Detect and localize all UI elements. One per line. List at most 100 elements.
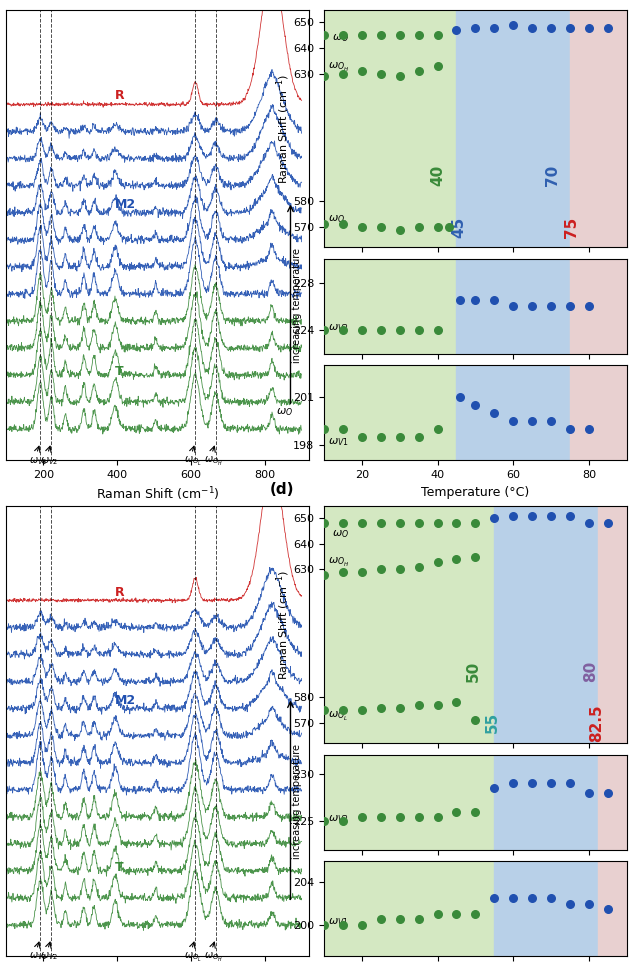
Point: [357, 219, 367, 235]
Point: [451, 906, 461, 922]
Point: [527, 413, 537, 429]
Point: [319, 516, 329, 531]
Point: [584, 298, 594, 314]
Y-axis label: Raman Shift (cm$^{-1}$): Raman Shift (cm$^{-1}$): [274, 569, 292, 680]
Point: [338, 813, 348, 829]
Text: $\omega_{V1}$: $\omega_{V1}$: [328, 917, 349, 928]
Point: [470, 713, 480, 728]
Text: $\omega_{O_H}$: $\omega_{O_H}$: [328, 61, 349, 73]
Point: [508, 508, 518, 524]
Point: [376, 516, 386, 531]
Bar: [324, 862, 494, 956]
Point: [376, 66, 386, 81]
Point: [565, 298, 575, 314]
Point: [508, 891, 518, 906]
Point: [584, 895, 594, 911]
Point: [432, 58, 442, 73]
Text: $\omega_{O_L}$: $\omega_{O_L}$: [328, 213, 348, 227]
Text: 50: 50: [466, 661, 481, 682]
Point: [455, 389, 465, 405]
Point: [319, 917, 329, 932]
Text: 80: 80: [583, 661, 598, 682]
Point: [432, 27, 442, 43]
Point: [394, 27, 404, 43]
Point: [394, 323, 404, 338]
Point: [376, 323, 386, 338]
Text: 45: 45: [451, 216, 466, 238]
Point: [584, 20, 594, 36]
Point: [319, 27, 329, 43]
Y-axis label: Intensity (a.u.): Intensity (a.u.): [0, 685, 1, 777]
Point: [489, 511, 499, 526]
Text: $\omega_{V1}$: $\omega_{V1}$: [29, 455, 47, 467]
X-axis label: Temperature (°C): Temperature (°C): [421, 486, 529, 498]
Point: [338, 27, 348, 43]
Bar: [324, 505, 494, 743]
Point: [319, 216, 329, 232]
Point: [508, 17, 518, 33]
Point: [432, 809, 442, 824]
Point: [319, 421, 329, 437]
Point: [413, 697, 423, 713]
X-axis label: Raman Shift (cm$^{-1}$): Raman Shift (cm$^{-1}$): [96, 486, 220, 503]
Point: [413, 27, 423, 43]
Text: R: R: [115, 586, 125, 599]
Text: $\omega_{V2}$: $\omega_{V2}$: [41, 455, 59, 467]
Point: [451, 552, 461, 567]
Point: [527, 20, 537, 36]
Point: [546, 508, 556, 524]
Point: [470, 20, 480, 36]
Point: [489, 405, 499, 420]
Point: [357, 64, 367, 79]
Point: [394, 69, 404, 84]
Point: [394, 429, 404, 444]
Text: $\omega_{O_L}$: $\omega_{O_L}$: [184, 455, 202, 468]
Point: [565, 20, 575, 36]
Point: [338, 564, 348, 580]
Point: [584, 421, 594, 437]
Point: [565, 421, 575, 437]
Bar: [324, 365, 456, 461]
Point: [338, 702, 348, 718]
Point: [357, 323, 367, 338]
Point: [319, 69, 329, 84]
Point: [470, 549, 480, 564]
Text: 70: 70: [546, 165, 560, 186]
Text: $\omega_{V2}$: $\omega_{V2}$: [328, 813, 349, 825]
Text: 40: 40: [430, 165, 445, 186]
Text: 75: 75: [565, 216, 579, 238]
Point: [565, 508, 575, 524]
Text: $\omega_O$: $\omega_O$: [332, 32, 349, 44]
Text: increasing temperature: increasing temperature: [292, 248, 303, 363]
Text: $\omega_{V2}$: $\omega_{V2}$: [41, 951, 59, 962]
Point: [470, 516, 480, 531]
Point: [508, 413, 518, 429]
Text: $\omega_{O_H}$: $\omega_{O_H}$: [204, 455, 223, 468]
Point: [432, 421, 442, 437]
Point: [376, 809, 386, 824]
Point: [444, 219, 454, 235]
Bar: [570, 259, 627, 354]
Point: [546, 776, 556, 791]
Bar: [598, 505, 627, 743]
Y-axis label: Intensity (a.u.): Intensity (a.u.): [0, 189, 1, 281]
Text: increasing temperature: increasing temperature: [292, 744, 303, 859]
Point: [432, 219, 442, 235]
Point: [508, 776, 518, 791]
Point: [413, 912, 423, 927]
Point: [603, 901, 613, 917]
Point: [338, 323, 348, 338]
Point: [357, 27, 367, 43]
Point: [603, 516, 613, 531]
Point: [413, 516, 423, 531]
Point: [413, 559, 423, 575]
Point: [394, 912, 404, 927]
Bar: [324, 754, 494, 850]
Point: [470, 397, 480, 412]
Point: [376, 912, 386, 927]
Point: [357, 564, 367, 580]
Point: [319, 567, 329, 582]
Bar: [456, 10, 570, 247]
Point: [376, 429, 386, 444]
Point: [394, 222, 404, 238]
